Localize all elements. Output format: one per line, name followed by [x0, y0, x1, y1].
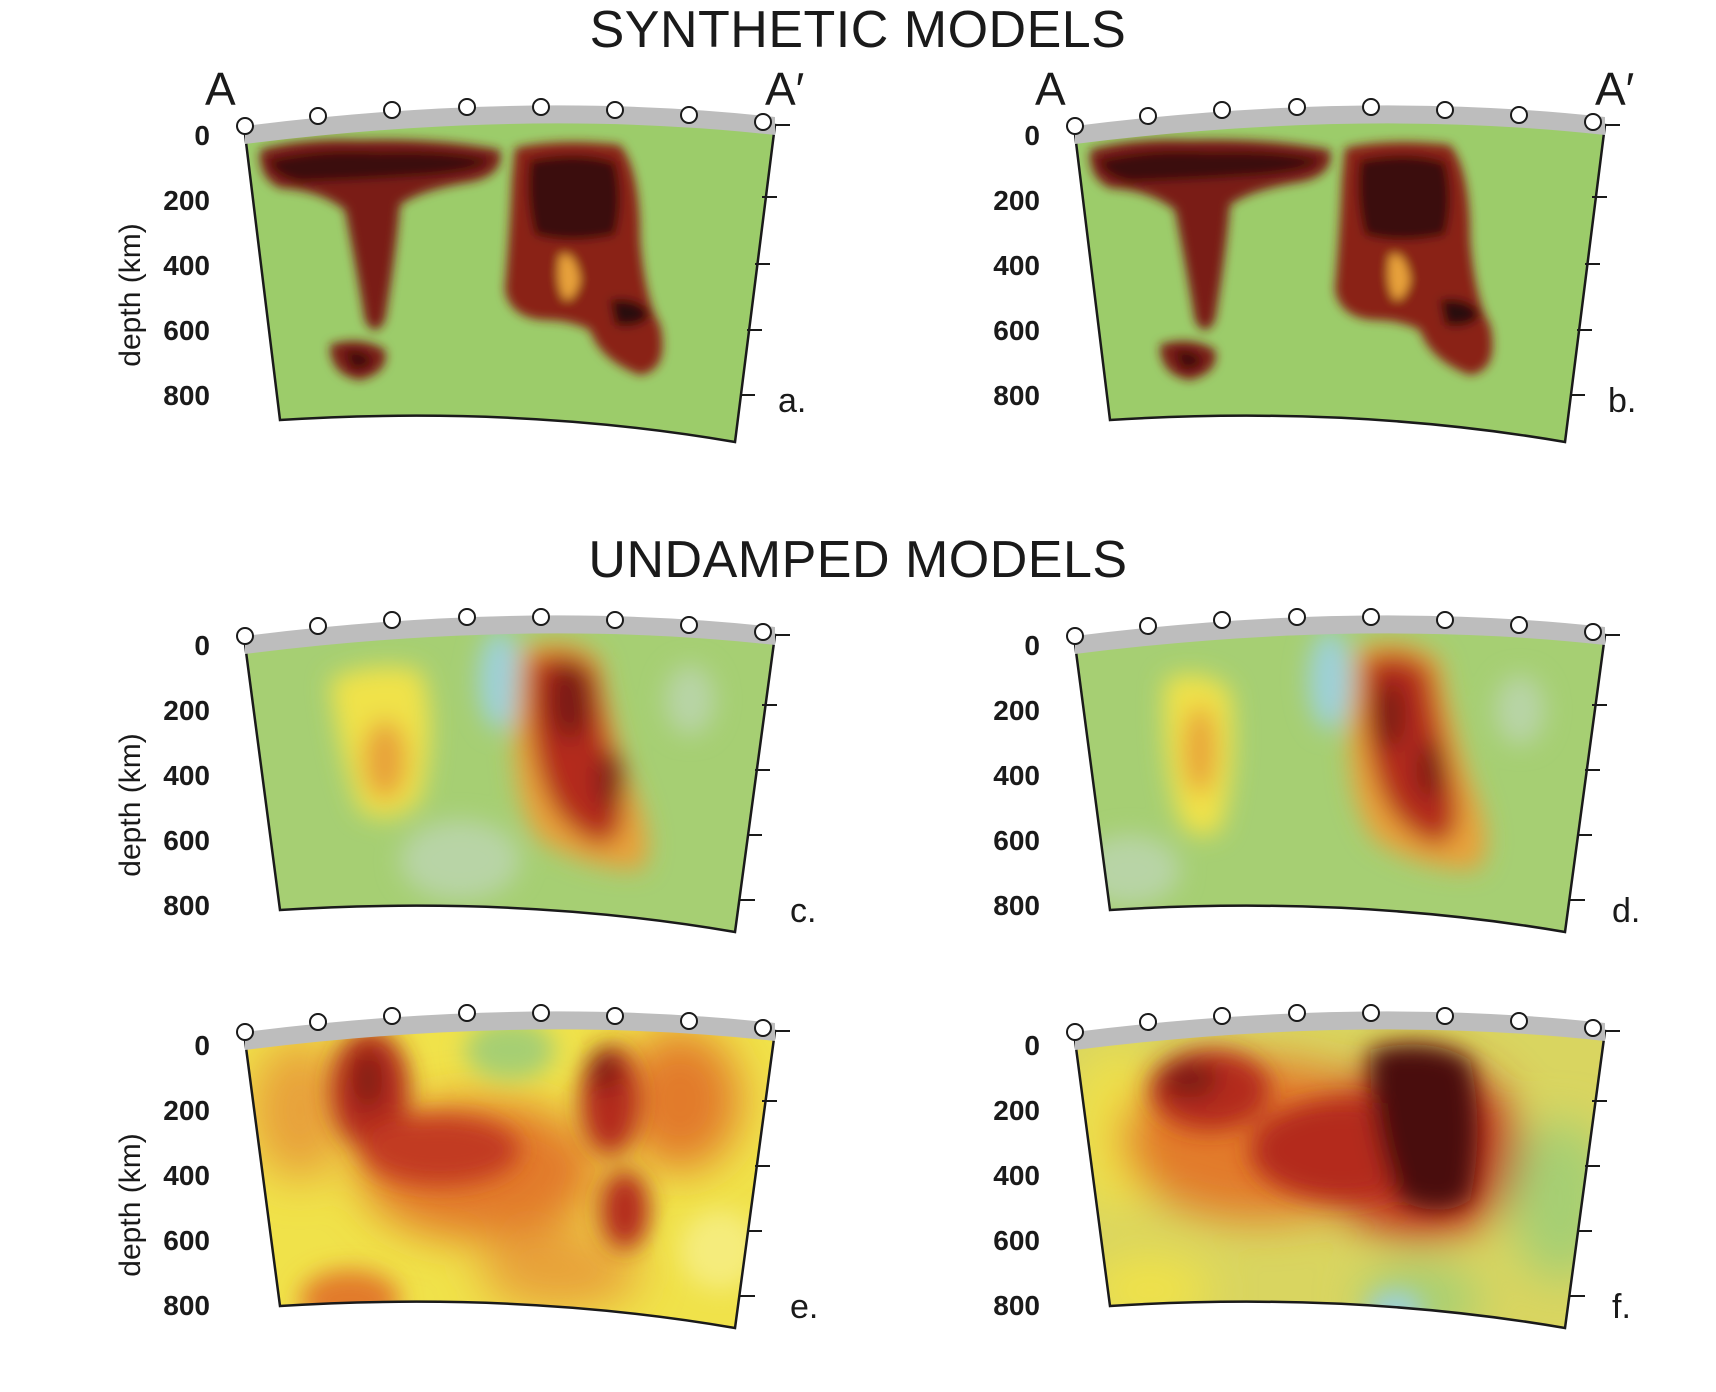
depth-axis-label: depth (km) — [114, 223, 147, 366]
tomography-image — [1075, 623, 1605, 932]
depth-tick-label: 600 — [163, 1225, 210, 1256]
depth-tick-label: 600 — [993, 1225, 1040, 1256]
panel-label: b. — [1608, 382, 1636, 420]
station-markers — [1066, 98, 1602, 135]
depth-axis: 0 200 400 600 800 depth (km) — [114, 120, 210, 411]
depth-axis: 0 200 400 600 800 depth (km) — [114, 1030, 210, 1321]
crust-band — [245, 615, 775, 654]
depth-tick-label: 200 — [993, 185, 1040, 216]
depth-tick-label: 800 — [163, 890, 210, 921]
panel-a: A A′ 0 200 400 600 — [114, 63, 806, 444]
crust-band — [1075, 615, 1605, 654]
panel-label: f. — [1612, 1288, 1631, 1326]
depth-tick-label: 800 — [993, 380, 1040, 411]
depth-tick-label: 0 — [194, 1030, 210, 1061]
depth-tick-label: 800 — [993, 890, 1040, 921]
depth-axis: 0 200 400 600 800 — [993, 630, 1040, 921]
right-ticks — [740, 1030, 790, 1297]
panel-label: d. — [1612, 892, 1640, 930]
depth-tick-label: 600 — [993, 315, 1040, 346]
panel-e: 0 200 400 600 800 depth (km) e. — [114, 1004, 818, 1330]
profile-end-label: A′ — [1595, 63, 1634, 115]
depth-tick-label: 400 — [163, 760, 210, 791]
depth-tick-label: 400 — [993, 250, 1040, 281]
tomography-image — [245, 113, 775, 442]
depth-tick-label: 800 — [163, 380, 210, 411]
right-ticks — [1570, 634, 1620, 901]
depth-axis: 0 200 400 600 800 depth (km) — [114, 630, 210, 921]
depth-tick-label: 800 — [163, 1290, 210, 1321]
depth-tick-label: 400 — [993, 760, 1040, 791]
station-markers — [236, 608, 772, 645]
tomography-image — [1075, 113, 1605, 442]
crust-band — [1075, 1011, 1605, 1050]
crust-band — [245, 1011, 775, 1050]
depth-tick-label: 600 — [993, 825, 1040, 856]
depth-axis-label: depth (km) — [114, 1133, 147, 1276]
profile-start-label: A — [1035, 63, 1066, 115]
depth-tick-label: 200 — [163, 1095, 210, 1126]
tomography-image — [1075, 1019, 1605, 1328]
depth-tick-label: 200 — [993, 1095, 1040, 1126]
right-ticks — [1570, 124, 1620, 396]
station-markers — [236, 1004, 772, 1041]
depth-tick-label: 400 — [163, 250, 210, 281]
depth-tick-label: 200 — [163, 695, 210, 726]
depth-axis: 0 200 400 600 800 — [993, 120, 1040, 411]
depth-tick-label: 0 — [194, 120, 210, 151]
depth-tick-label: 400 — [163, 1160, 210, 1191]
panel-b: A A′ 0 200 400 600 — [993, 63, 1636, 444]
station-markers — [1066, 1004, 1602, 1041]
synthetic-models-title: SYNTHETIC MODELS — [589, 1, 1127, 59]
depth-tick-label: 800 — [993, 1290, 1040, 1321]
depth-tick-label: 0 — [1024, 1030, 1040, 1061]
panel-f: 0 200 400 600 800 f. — [993, 1004, 1631, 1330]
station-markers — [236, 98, 772, 135]
depth-tick-label: 0 — [194, 630, 210, 661]
right-ticks — [1570, 1030, 1620, 1297]
station-markers — [1066, 608, 1602, 645]
crust-band — [245, 105, 775, 144]
depth-tick-label: 200 — [163, 185, 210, 216]
panel-c: 0 200 400 600 800 depth (km) c. — [114, 608, 816, 934]
depth-tick-label: 200 — [993, 695, 1040, 726]
depth-tick-label: 400 — [993, 1160, 1040, 1191]
right-ticks — [740, 634, 790, 901]
undamped-models-title: UNDAMPED MODELS — [588, 531, 1128, 589]
tomography-image — [245, 623, 775, 932]
panel-label: a. — [778, 382, 806, 420]
right-ticks — [740, 124, 790, 396]
depth-tick-label: 600 — [163, 315, 210, 346]
depth-tick-label: 0 — [1024, 120, 1040, 151]
tomography-image — [245, 1019, 775, 1328]
depth-axis-label: depth (km) — [114, 733, 147, 876]
crust-band — [1075, 105, 1605, 144]
depth-axis: 0 200 400 600 800 — [993, 1030, 1040, 1321]
panel-d: 0 200 400 600 800 d. — [993, 608, 1640, 934]
profile-end-label: A′ — [765, 63, 804, 115]
panel-label: c. — [790, 892, 816, 930]
depth-tick-label: 600 — [163, 825, 210, 856]
profile-start-label: A — [205, 63, 236, 115]
panel-label: e. — [790, 1288, 818, 1326]
depth-tick-label: 0 — [1024, 630, 1040, 661]
